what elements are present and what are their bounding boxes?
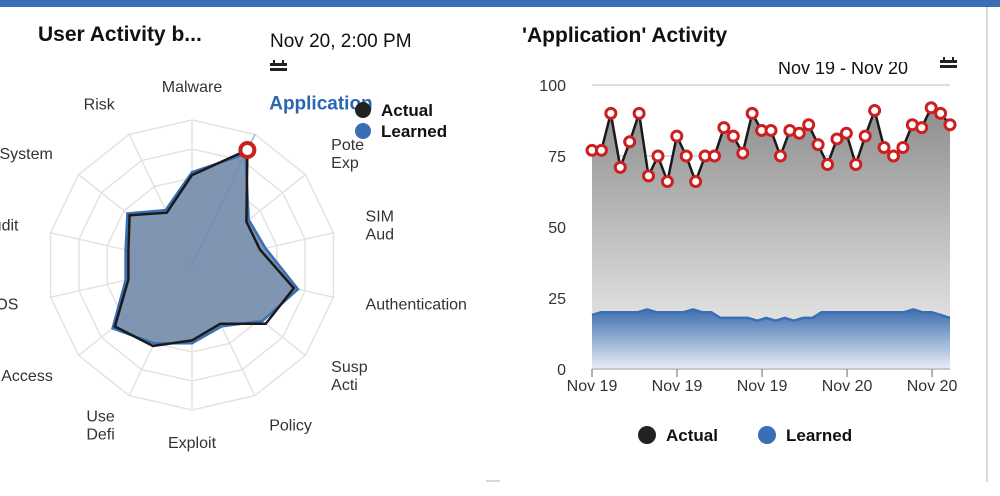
y-tick-label: 100 [539, 78, 566, 95]
legend-item-learned: Learned [758, 426, 852, 445]
x-tick-label: Nov 20 [907, 378, 958, 395]
actual-point [679, 149, 693, 163]
radar-axis-label: Susp Acti [331, 359, 368, 394]
legend-label: Learned [786, 426, 852, 445]
learned-line [591, 308, 951, 323]
actual-point [877, 140, 891, 154]
radar-axis-label: Malware [162, 79, 223, 96]
timestamp: Nov 20, 2:00 PM [270, 31, 412, 52]
calendar-icon[interactable] [270, 60, 287, 71]
y-tick-label: 25 [548, 291, 566, 308]
radar-axis-label: Policy [269, 417, 312, 434]
actual-point [934, 106, 948, 120]
radar-axis-label: Access [1, 368, 53, 385]
radar-actual-line [113, 148, 296, 348]
actual-point [604, 106, 618, 120]
actual-point [642, 169, 656, 183]
calendar-icon[interactable] [940, 57, 957, 68]
legend-label: Actual [666, 426, 718, 445]
actual-point [839, 126, 853, 140]
y-tick-label: 0 [557, 362, 566, 379]
legend-label: Actual [381, 101, 433, 120]
actual-point [802, 118, 816, 132]
actual-point [915, 121, 929, 135]
top-accent-bar [0, 0, 1000, 7]
actual-point [943, 118, 957, 132]
legend-label: Learned [381, 122, 447, 141]
actual-point [670, 129, 684, 143]
actual-point [896, 140, 910, 154]
actual-area [592, 107, 950, 369]
actual-point [849, 158, 863, 172]
actual-point [745, 106, 759, 120]
actual-point [651, 149, 665, 163]
actual-point [811, 138, 825, 152]
radar-axis-label: SIM Aud [366, 208, 394, 243]
radar-axis-label: Pote Exp [331, 137, 364, 172]
radar-axis-label: Risk [84, 97, 116, 114]
x-tick-label: Nov 19 [652, 378, 703, 395]
actual-point [623, 135, 637, 149]
radar-axis-label: Exploit [168, 435, 217, 452]
actual-point [726, 129, 740, 143]
x-tick-label: Nov 19 [737, 378, 788, 395]
radar-learned-area [111, 152, 300, 345]
actual-point [821, 158, 835, 172]
radar-axis-label: Authentication [366, 297, 467, 314]
radar-axis-label: udit [0, 217, 19, 234]
actual-point [660, 175, 674, 189]
radar-chart: Malware Application Pote Exp SIM Aud Authentic… [0, 79, 467, 452]
x-tick-label: Nov 19 [567, 378, 618, 395]
actual-point [736, 146, 750, 160]
legend-item-actual: Actual [355, 101, 433, 120]
legend-swatch [638, 426, 656, 444]
panel-title: User Activity b... [38, 23, 202, 46]
actual-point [773, 149, 787, 163]
dashboard-frame [0, 7, 988, 482]
y-tick-label: 75 [548, 149, 566, 166]
date-range[interactable]: Nov 19 - Nov 20 [778, 62, 909, 76]
date-range-clip: Nov 19 - Nov 20 [770, 62, 920, 76]
radar-highlight-marker [238, 141, 257, 160]
actual-point [613, 160, 627, 174]
actual-point [868, 104, 882, 118]
actual-point [717, 121, 731, 135]
actual-point [764, 123, 778, 137]
radar-axis-label: Application [269, 94, 372, 115]
actual-point [707, 149, 721, 163]
actual-point [792, 126, 806, 140]
actual-point [886, 149, 900, 163]
y-tick-label: 50 [548, 220, 566, 237]
actual-point [689, 175, 703, 189]
legend-swatch [758, 426, 776, 444]
actual-point [594, 143, 608, 157]
legend-item-learned: Learned [355, 122, 447, 141]
radar-axis-label: Use Defi [86, 408, 115, 443]
user-activity-panel: User Activity b... Nov 20, 2:00 PM Malwa… [0, 7, 486, 483]
legend-item-actual: Actual [638, 426, 718, 445]
x-tick-label: Nov 20 [822, 378, 873, 395]
radar-axis-label: DOS [0, 297, 18, 314]
actual-point [632, 106, 646, 120]
radar-axis-label: System [0, 146, 53, 163]
actual-point [858, 129, 872, 143]
learned-area [592, 309, 950, 369]
legend-swatch [355, 123, 371, 139]
legend-swatch [355, 102, 371, 118]
actual-point [924, 101, 938, 115]
actual-point [830, 132, 844, 146]
panel-title: 'Application' Activity [522, 24, 728, 47]
line-chart: 0 25 50 75 100 Nov 19 Nov 19 Nov 19 Nov 20 Nov 20… [539, 78, 958, 445]
